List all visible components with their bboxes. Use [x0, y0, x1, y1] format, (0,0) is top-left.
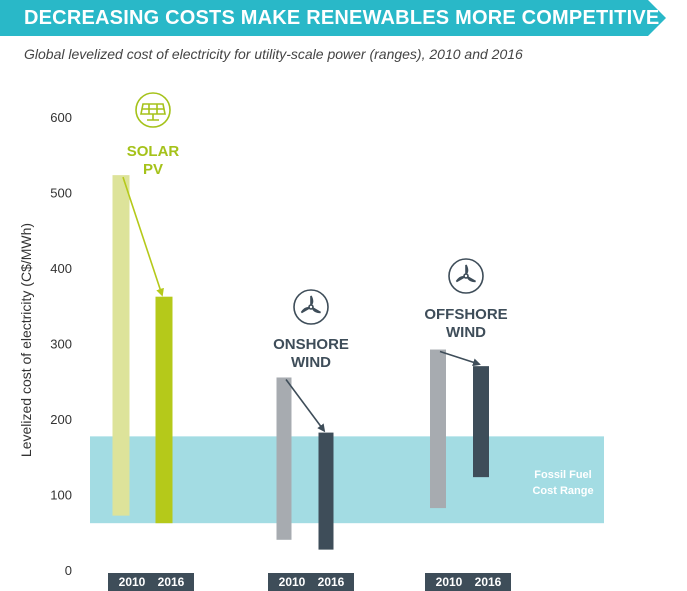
- fossil-fuel-band: [90, 436, 604, 524]
- wind-turbine-icon: [448, 258, 484, 294]
- year-box: [108, 573, 194, 591]
- range-bar-2010: [430, 349, 446, 509]
- x-tick-label: 2010: [436, 575, 463, 589]
- x-tick-label: 2010: [279, 575, 306, 589]
- y-tick-label: 200: [50, 412, 72, 427]
- wind-turbine-icon: [293, 289, 329, 325]
- group-label: SOLAR: [127, 143, 180, 160]
- y-tick-label: 300: [50, 337, 72, 352]
- chart-title: DECREASING COSTS MAKE RENEWABLES MORE CO…: [24, 6, 660, 29]
- group-label: PV: [143, 161, 163, 178]
- trend-arrow: [439, 350, 481, 367]
- band-label: Fossil Fuel: [534, 469, 591, 481]
- band-label: Cost Range: [532, 485, 593, 497]
- range-bar-2016: [318, 432, 334, 550]
- solar-panel-icon: [135, 92, 171, 128]
- x-tick-label: 2016: [475, 575, 502, 589]
- title-banner: DECREASING COSTS MAKE RENEWABLES MORE CO…: [0, 0, 666, 36]
- y-tick-label: 400: [50, 261, 72, 276]
- group-label: OFFSHORE: [424, 306, 507, 323]
- range-bar-2010: [276, 377, 292, 540]
- range-bar-2016: [473, 366, 489, 478]
- x-tick-label: 2016: [318, 575, 345, 589]
- group-label: WIND: [291, 354, 331, 371]
- trend-arrow: [285, 378, 326, 433]
- y-tick-label: 600: [50, 110, 72, 125]
- range-bar-2016: [155, 296, 173, 524]
- y-tick-label: 0: [65, 563, 72, 578]
- group-label: ONSHORE: [273, 336, 349, 353]
- x-tick-label: 2010: [119, 575, 146, 589]
- year-box: [425, 573, 511, 591]
- trend-arrow: [122, 176, 164, 297]
- chart-subtitle: Global levelized cost of electricity for…: [24, 46, 523, 62]
- y-tick-label: 100: [50, 488, 72, 503]
- x-tick-label: 2016: [158, 575, 185, 589]
- y-tick-label: 500: [50, 186, 72, 201]
- year-box: [268, 573, 354, 591]
- group-label: WIND: [446, 324, 486, 341]
- range-bar-2010: [112, 175, 130, 516]
